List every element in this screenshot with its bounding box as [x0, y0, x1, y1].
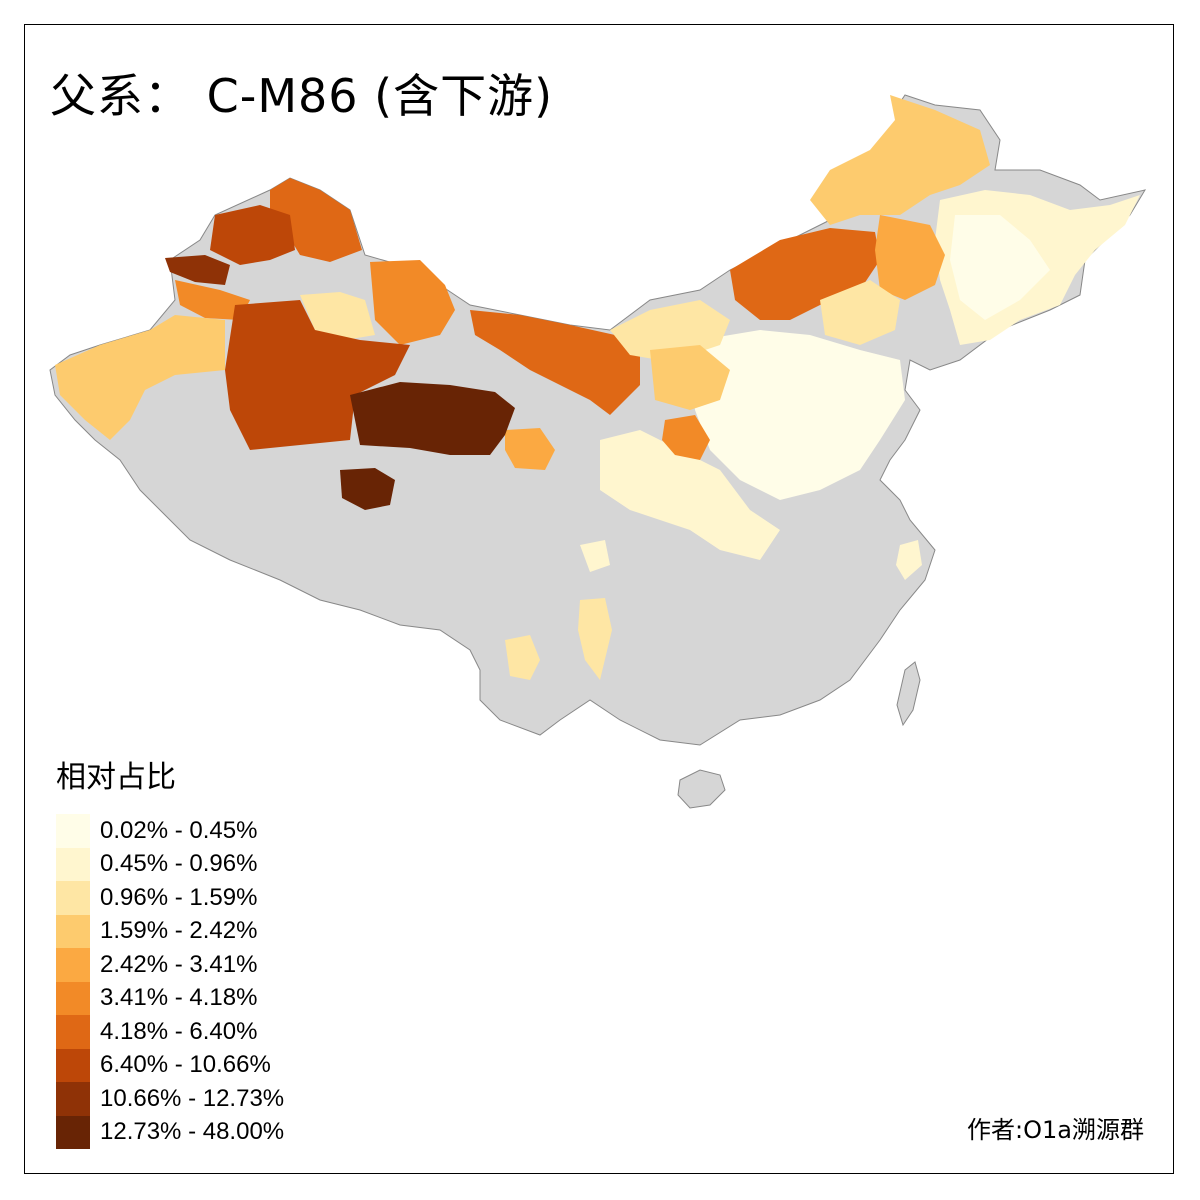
region-north-china-light [690, 330, 905, 500]
legend-label: 12.73% - 48.00% [100, 1118, 285, 1146]
region-shanxi-orange [662, 415, 710, 460]
region-xinjiang-east-orange [370, 260, 455, 345]
legend-item: 2.42% - 3.41% [56, 948, 284, 982]
taiwan-island [896, 661, 921, 727]
region-shaanxi-gold [650, 345, 730, 410]
region-xinjiang-south-darkest [350, 382, 515, 455]
legend-label: 0.45% - 0.96% [100, 850, 258, 878]
legend-swatch [56, 1015, 90, 1049]
legend-swatch [56, 1048, 90, 1082]
region-xinjiang-nw-brown [210, 205, 295, 265]
map-frame [24, 24, 1174, 1174]
region-southwest-pale-2 [578, 598, 612, 680]
legend-label: 1.59% - 2.42% [100, 917, 258, 945]
legend-item: 12.73% - 48.00% [56, 1115, 285, 1149]
legend-label: 0.96% - 1.59% [100, 883, 258, 911]
legend-swatch [56, 814, 90, 848]
region-xinjiang-sw-gold [55, 315, 225, 440]
legend-label: 3.41% - 4.18% [100, 984, 258, 1012]
region-gansu-orange [470, 310, 640, 415]
legend-label: 4.18% - 6.40% [100, 1017, 258, 1045]
legend-swatch [56, 881, 90, 915]
region-xinjiang-north-pale [300, 292, 375, 340]
hainan-island [677, 769, 726, 809]
region-northeast-pale [950, 215, 1050, 320]
legend-item: 6.40% - 10.66% [56, 1048, 284, 1082]
region-east-pale [896, 540, 922, 580]
legend-items: 0.02% - 0.45% 0.45% - 0.96% 0.96% - 1.59% 1… [56, 814, 284, 1149]
map-legend: 相对占比 0.02% - 0.45% 0.45% - 0.96% 0.96% - 1… [56, 752, 284, 1149]
region-xinjiang-west-orange [175, 280, 250, 320]
legend-item: 0.45% - 0.96% [56, 847, 284, 881]
region-inner-mongolia-orange [730, 228, 880, 320]
legend-item: 1.59% - 2.42% [56, 914, 284, 948]
region-inner-mongolia-gold [875, 215, 945, 300]
region-qinghai-gold [505, 428, 555, 470]
region-central-light [600, 430, 780, 560]
legend-swatch [56, 914, 90, 948]
legend-label: 10.66% - 12.73% [100, 1084, 285, 1112]
legend-item: 10.66% - 12.73% [56, 1082, 284, 1116]
region-north-inner-mongolia [810, 95, 990, 225]
legend-swatch [56, 981, 90, 1015]
legend-label: 2.42% - 3.41% [100, 950, 258, 978]
region-xinjiang-ili-dark [165, 255, 230, 285]
legend-swatch [56, 1115, 90, 1149]
legend-label: 0.02% - 0.45% [100, 816, 258, 844]
map-title: 父系： C-M86 (含下游) [50, 69, 554, 123]
legend-swatch [56, 948, 90, 982]
legend-item: 3.41% - 4.18% [56, 981, 284, 1015]
legend-swatch [56, 847, 90, 881]
legend-item: 0.96% - 1.59% [56, 881, 284, 915]
region-inner-mongolia-pale [820, 280, 900, 345]
legend-item: 0.02% - 0.45% [56, 814, 284, 848]
region-southwest-pale-1 [505, 635, 540, 680]
legend-item: 4.18% - 6.40% [56, 1015, 284, 1049]
region-xinjiang-center-brown [225, 300, 410, 450]
legend-label: 6.40% - 10.66% [100, 1051, 271, 1079]
author-credit: 作者:O1a溯源群 [967, 1116, 1144, 1144]
legend-swatch [56, 1082, 90, 1116]
region-tibet-darkest [340, 468, 395, 510]
region-southwest-pale-3 [580, 540, 610, 572]
legend-title: 相对占比 [56, 760, 176, 795]
